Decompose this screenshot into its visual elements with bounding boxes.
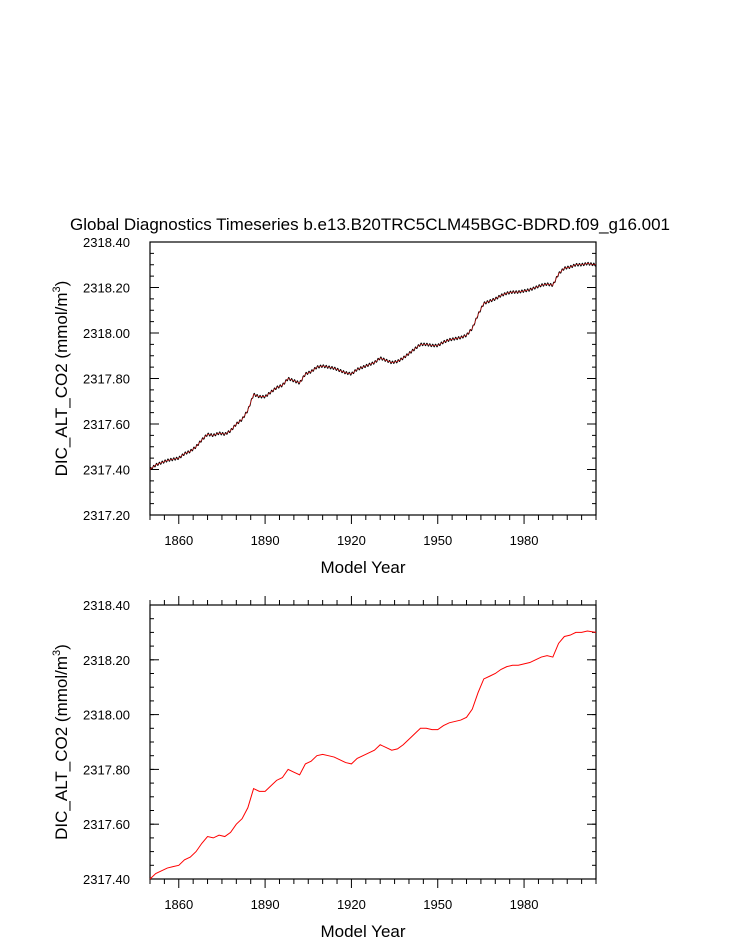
y-axis-label: DIC_ALT_CO2 (mmol/m3)	[51, 281, 71, 477]
y-tick-label: 2317.40	[83, 872, 130, 887]
y-tick-label: 2318.20	[83, 653, 130, 668]
y-tick-label: 2318.40	[83, 235, 130, 250]
y-tick-label: 2317.60	[83, 817, 130, 832]
series-line-annual-overlay	[149, 263, 597, 470]
x-axis-label: Model Year	[320, 558, 405, 577]
y-tick-label: 2318.20	[83, 281, 130, 296]
series-line-annual	[149, 630, 597, 880]
y-tick-label: 2317.20	[83, 508, 130, 523]
x-axis-label: Model Year	[320, 922, 405, 941]
y-axis-label: DIC_ALT_CO2 (mmol/m3)	[51, 644, 71, 840]
figure-title: Global Diagnostics Timeseries b.e13.B20T…	[70, 215, 670, 234]
x-tick-label: 1890	[251, 897, 280, 912]
x-tick-label: 1950	[423, 897, 452, 912]
x-tick-label: 1920	[337, 897, 366, 912]
x-tick-label: 1860	[164, 897, 193, 912]
x-tick-label: 1980	[510, 533, 539, 548]
y-tick-label: 2317.60	[83, 417, 130, 432]
x-tick-label: 1920	[337, 533, 366, 548]
monthly-panel: 2317.20 2317.40 2317.60 2317.80 2318.00 2318.…	[51, 235, 597, 577]
y-tick-label: 2317.80	[83, 762, 130, 777]
plot-frame	[149, 241, 597, 516]
plot-frame	[149, 604, 597, 880]
y-tick-label: 2318.40	[83, 598, 130, 613]
x-tick-label: 1860	[164, 533, 193, 548]
y-tick-label: 2317.40	[83, 463, 130, 478]
y-tick-label: 2318.00	[83, 326, 130, 341]
series-line-monthly	[149, 261, 597, 470]
y-tick-label: 2317.80	[83, 372, 130, 387]
x-tick-label: 1890	[251, 533, 280, 548]
y-tick-label: 2318.00	[83, 708, 130, 723]
x-tick-label: 1950	[423, 533, 452, 548]
x-tick-label: 1980	[510, 897, 539, 912]
annual-panel: 2317.40 2317.60 2317.80 2318.00 2318.20 2318.…	[51, 596, 597, 941]
